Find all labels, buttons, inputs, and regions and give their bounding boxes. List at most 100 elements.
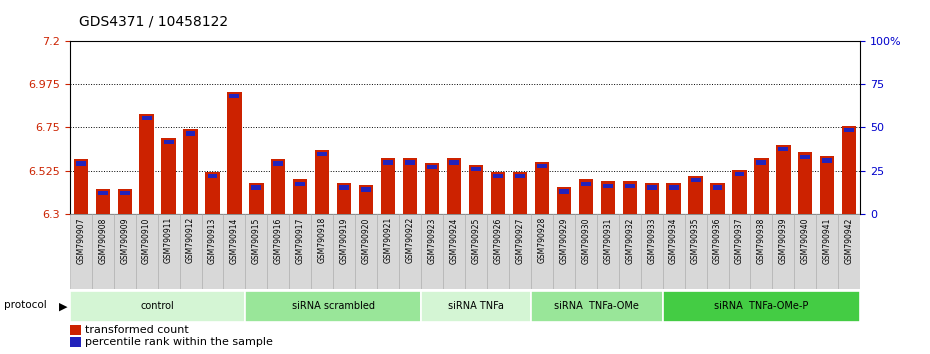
Bar — [246, 214, 267, 289]
Bar — [272, 159, 286, 214]
Bar — [773, 214, 794, 289]
Bar — [383, 160, 393, 165]
Text: siRNA TNFa: siRNA TNFa — [448, 301, 504, 311]
Bar — [667, 183, 681, 214]
Bar — [339, 185, 349, 190]
Text: GSM790940: GSM790940 — [801, 217, 810, 264]
Text: GSM790925: GSM790925 — [472, 217, 481, 263]
Text: GSM790912: GSM790912 — [186, 217, 195, 263]
Bar — [512, 172, 527, 214]
Bar — [622, 181, 637, 214]
Bar — [801, 155, 810, 159]
Bar — [75, 161, 86, 166]
Text: siRNA  TNFa-OMe: siRNA TNFa-OMe — [554, 301, 639, 311]
Bar — [70, 291, 246, 321]
Bar — [509, 214, 531, 289]
Bar — [662, 214, 684, 289]
Bar — [644, 183, 658, 214]
Bar — [293, 179, 308, 214]
Bar — [251, 185, 261, 190]
Bar — [688, 176, 703, 214]
Bar — [735, 172, 744, 176]
Bar — [625, 183, 634, 188]
Text: GSM790916: GSM790916 — [273, 217, 283, 263]
Bar — [405, 160, 415, 165]
Bar — [315, 150, 329, 214]
Text: GSM790930: GSM790930 — [581, 217, 591, 264]
Bar — [756, 160, 766, 165]
Bar — [120, 191, 129, 195]
Bar — [355, 214, 378, 289]
Bar — [732, 170, 747, 214]
Bar — [427, 165, 437, 170]
Text: GSM790929: GSM790929 — [559, 217, 568, 263]
Bar — [70, 214, 92, 289]
Text: percentile rank within the sample: percentile rank within the sample — [85, 337, 272, 347]
Bar — [157, 214, 179, 289]
Bar — [751, 214, 773, 289]
Text: GSM790937: GSM790937 — [735, 217, 744, 264]
Bar — [443, 214, 465, 289]
Text: GDS4371 / 10458122: GDS4371 / 10458122 — [79, 14, 228, 28]
Bar — [140, 114, 153, 214]
Bar — [296, 182, 305, 186]
Text: GSM790941: GSM790941 — [823, 217, 831, 263]
Bar — [230, 94, 239, 98]
Bar — [601, 181, 615, 214]
Bar — [421, 291, 531, 321]
Bar — [493, 174, 503, 178]
Text: GSM790938: GSM790938 — [757, 217, 766, 263]
Bar — [798, 153, 813, 214]
Bar — [465, 214, 487, 289]
Bar — [684, 214, 707, 289]
Bar — [537, 164, 547, 169]
Text: GSM790934: GSM790934 — [669, 217, 678, 264]
Bar — [794, 214, 817, 289]
Bar — [312, 214, 333, 289]
Text: GSM790915: GSM790915 — [252, 217, 261, 263]
Bar — [206, 172, 219, 214]
Bar — [515, 174, 525, 178]
Bar — [361, 187, 371, 192]
Bar — [141, 116, 152, 120]
Bar — [207, 174, 218, 178]
Bar — [186, 131, 195, 136]
Bar — [669, 185, 679, 190]
Text: GSM790923: GSM790923 — [428, 217, 436, 263]
Bar — [820, 156, 834, 214]
Text: siRNA  TNFa-OMe-P: siRNA TNFa-OMe-P — [714, 301, 808, 311]
Text: GSM790939: GSM790939 — [779, 217, 788, 264]
Text: GSM790909: GSM790909 — [120, 217, 129, 264]
Text: protocol: protocol — [4, 299, 46, 310]
Bar — [449, 160, 459, 165]
Bar — [289, 214, 312, 289]
Bar — [552, 214, 575, 289]
Bar — [317, 152, 327, 156]
Text: GSM790927: GSM790927 — [515, 217, 525, 263]
Text: GSM790932: GSM790932 — [625, 217, 634, 263]
Bar — [273, 161, 284, 166]
Bar — [246, 291, 421, 321]
Bar — [777, 145, 790, 214]
Bar — [249, 183, 263, 214]
Bar — [403, 158, 418, 214]
Bar — [487, 214, 509, 289]
Bar — [843, 126, 857, 214]
Text: GSM790911: GSM790911 — [164, 217, 173, 263]
Bar — [662, 291, 860, 321]
Bar — [73, 159, 87, 214]
Text: GSM790920: GSM790920 — [362, 217, 371, 263]
Bar — [96, 189, 110, 214]
Bar — [578, 179, 593, 214]
Bar — [469, 165, 483, 214]
Bar — [202, 214, 223, 289]
Text: GSM790935: GSM790935 — [691, 217, 700, 264]
Bar — [691, 178, 700, 182]
Text: siRNA scrambled: siRNA scrambled — [292, 301, 375, 311]
Bar — [711, 183, 724, 214]
Bar — [844, 128, 855, 132]
Bar — [531, 214, 552, 289]
Bar — [183, 129, 198, 214]
Bar — [113, 214, 136, 289]
Bar — [641, 214, 662, 289]
